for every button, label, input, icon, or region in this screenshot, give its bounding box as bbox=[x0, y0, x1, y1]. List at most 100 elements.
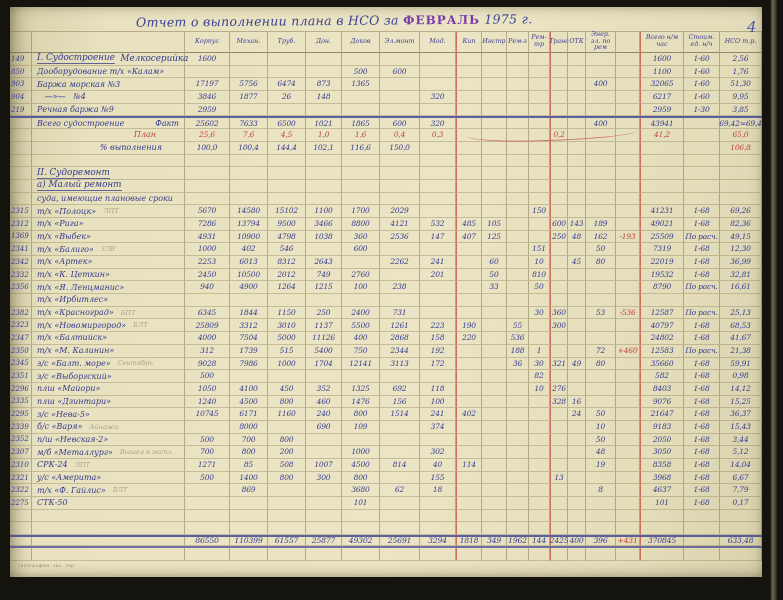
cell: 2,56 bbox=[720, 53, 762, 66]
cell bbox=[586, 179, 616, 193]
cell bbox=[306, 433, 342, 447]
pencil-note: Вышел в экспл. bbox=[119, 448, 174, 457]
pencil-note: БПТ bbox=[120, 308, 136, 317]
row-number bbox=[10, 547, 32, 561]
cell: 700 bbox=[185, 446, 230, 459]
col-header: Рем-тр bbox=[529, 31, 550, 53]
pencil-note: Айнажи bbox=[89, 422, 119, 431]
cell: По расч. bbox=[684, 230, 720, 244]
row-number: 850 bbox=[10, 65, 32, 79]
cell bbox=[720, 509, 762, 523]
cell: 2344 bbox=[380, 344, 420, 358]
cell bbox=[550, 459, 568, 472]
cell bbox=[616, 78, 640, 92]
ledger-table: Корпус Механ. Труб. Дон. Доков Эл.монт Мод. Кип… bbox=[10, 31, 762, 561]
cell: 5,12 bbox=[720, 446, 762, 459]
pencil-note: ВЛТ bbox=[112, 486, 128, 495]
cell: 241 bbox=[420, 408, 456, 421]
row-name: т/х «Балтийск» bbox=[32, 332, 185, 345]
cell: 749 bbox=[306, 268, 342, 282]
row-number: 2312 bbox=[10, 217, 32, 231]
cell: 25877 bbox=[306, 537, 342, 546]
table-row: 2307 м/б «Металлург» Вышел в экспл. 700 800 2… bbox=[10, 446, 762, 459]
cell bbox=[456, 433, 482, 447]
row-number: 2332 bbox=[10, 268, 32, 282]
cell bbox=[456, 256, 482, 269]
cell: 49021 bbox=[640, 217, 684, 231]
cell bbox=[684, 522, 720, 536]
cell: 1-68 bbox=[684, 420, 720, 434]
cell: 49302 bbox=[342, 537, 380, 546]
cell: 532 bbox=[420, 217, 456, 231]
cell bbox=[482, 294, 507, 307]
col-header: Труб. bbox=[268, 31, 306, 53]
page-title: Отчет о выполнении плана в НСО за ФЕВРАЛ… bbox=[136, 11, 533, 29]
cell bbox=[507, 167, 529, 180]
cell bbox=[550, 256, 568, 269]
cell: 6217 bbox=[640, 91, 684, 104]
cell bbox=[529, 192, 550, 206]
cell bbox=[684, 294, 720, 307]
cell bbox=[529, 103, 550, 117]
cell bbox=[568, 78, 586, 92]
row-number bbox=[10, 522, 32, 536]
cell: 26 bbox=[268, 91, 306, 104]
row-name: т/х «Я. Ленцманис» bbox=[32, 281, 185, 295]
cell: 32,81 bbox=[720, 268, 762, 282]
cell bbox=[268, 167, 306, 180]
cell: 1-68 bbox=[684, 433, 720, 447]
col-header bbox=[32, 31, 185, 53]
row-label: п/ш «Невская-2» bbox=[37, 434, 109, 444]
cell: 500 bbox=[185, 370, 230, 383]
cell: 1264 bbox=[268, 281, 306, 295]
cell bbox=[507, 446, 529, 459]
cell: 3,44 bbox=[720, 433, 762, 447]
cell bbox=[420, 433, 456, 447]
cell: 4798 bbox=[268, 230, 306, 244]
cell bbox=[616, 319, 640, 333]
cell bbox=[420, 205, 456, 218]
cell bbox=[586, 268, 616, 282]
cell: 36,37 bbox=[720, 408, 762, 421]
table-row bbox=[10, 522, 762, 536]
cell: 3113 bbox=[380, 357, 420, 371]
cell: 321 bbox=[550, 357, 568, 371]
cell bbox=[482, 370, 507, 383]
cell bbox=[456, 65, 482, 79]
cell: 17197 bbox=[185, 78, 230, 92]
cell bbox=[550, 141, 568, 155]
cell: 1-68 bbox=[684, 268, 720, 282]
cell: 13794 bbox=[230, 217, 268, 231]
cell: 105 bbox=[482, 217, 507, 231]
cell bbox=[550, 192, 568, 206]
col-header: Транс bbox=[549, 31, 569, 53]
cell bbox=[482, 306, 507, 320]
cell: -193 bbox=[616, 230, 640, 244]
cell bbox=[380, 103, 420, 117]
row-name: з/с «Выборгский» bbox=[32, 370, 185, 383]
row-name: з/с «Нева-5» bbox=[32, 408, 185, 421]
cell bbox=[640, 294, 684, 307]
cell: 1514 bbox=[380, 408, 420, 421]
cell bbox=[616, 154, 640, 168]
table-row: 1369 т/х «Выбек» 4931 10900 4798 1038 360 2536 1… bbox=[10, 230, 762, 244]
cell: 600 bbox=[550, 217, 568, 231]
cell: 4637 bbox=[640, 484, 684, 498]
cell: 10900 bbox=[230, 230, 268, 244]
cell bbox=[616, 357, 640, 371]
cell: 0,2 bbox=[550, 129, 568, 142]
cell bbox=[586, 547, 616, 561]
table-header-row: Корпус Механ. Труб. Дон. Доков Эл.монт Мод. Кип… bbox=[10, 31, 762, 53]
cell: 5756 bbox=[230, 78, 268, 92]
cell bbox=[550, 281, 568, 295]
cell bbox=[616, 522, 640, 536]
cell bbox=[306, 370, 342, 383]
cell: 1,76 bbox=[720, 65, 762, 79]
cell bbox=[482, 547, 507, 561]
cell: 1100 bbox=[306, 205, 342, 218]
row-sublabel: Факт bbox=[155, 118, 179, 128]
cell bbox=[482, 118, 507, 130]
cell: 500 bbox=[185, 471, 230, 485]
row-name: т/х «Балиго» ЗЛВ bbox=[32, 243, 185, 256]
row-number: 2350 bbox=[10, 344, 32, 358]
